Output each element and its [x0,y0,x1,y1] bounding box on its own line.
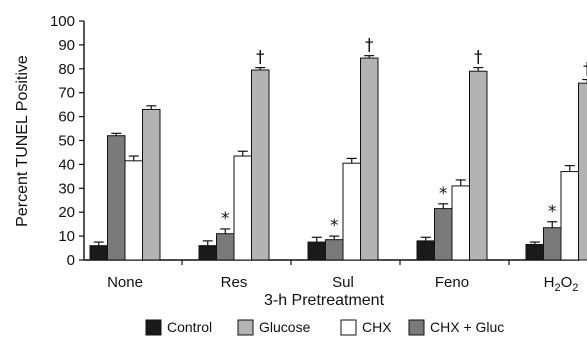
y-tick-label: 30 [58,180,75,197]
significance-asterisk: * [330,216,339,236]
bar [578,82,587,261]
x-tick-label: Res [221,274,248,291]
x-axis-title: 3-h Pretreatment [264,292,385,309]
bar [307,241,326,261]
bar [469,70,488,261]
bar [543,227,562,261]
bar [142,108,161,261]
y-tick-label: 90 [58,37,75,54]
chart-legend: Control Glucose CHX CHX + Gluc [145,319,504,336]
bar [233,155,252,261]
y-tick-label: 80 [58,61,75,78]
legend-swatch [408,319,425,336]
bar [216,233,235,261]
bar [525,243,544,261]
significance-dagger: † [256,48,265,68]
bar [342,162,361,261]
bar [124,160,143,261]
significance-dagger: † [583,60,587,80]
significance-dagger: † [474,48,483,68]
bar [451,185,470,261]
bar [198,245,217,261]
significance-asterisk: * [439,184,448,204]
y-tick-label: 0 [67,252,75,269]
x-tick-label: Sul [332,274,354,291]
y-tick-label: 100 [50,13,75,30]
legend-label: Glucose [259,319,311,335]
bar [560,171,579,261]
x-tick-label: Feno [435,274,469,291]
legend-swatch [145,319,162,336]
legend-label: CHX [362,319,392,335]
x-tick-label: H2O2 [544,274,579,294]
legend-swatch [237,319,254,336]
legend-label: CHX + Gluc [430,319,504,335]
significance-asterisk: * [221,209,230,229]
y-tick-label: 70 [58,85,75,102]
bar-marks: * * * * † † † † [89,36,587,261]
bar [89,245,108,261]
bar [251,69,270,261]
bar [325,239,344,261]
y-tick-label: 60 [58,109,75,126]
y-tick-label: 50 [58,133,75,150]
x-tick-label: None [107,274,143,291]
bar [416,240,435,261]
x-tick-labels: None Res Sul Feno H2O2 [107,260,579,294]
legend-swatch [340,319,357,336]
y-axis-title: Percent TUNEL Positive [14,55,31,227]
y-tick-label: 40 [58,156,75,173]
y-tick-label: 10 [58,228,75,245]
bar [107,135,126,261]
legend-label: Control [167,319,212,335]
chart-axes: 0 10 20 30 40 50 60 70 80 90 100 [50,13,580,269]
bar [434,208,453,261]
y-tick-label: 20 [58,204,75,221]
bar [360,57,379,261]
significance-asterisk: * [548,202,557,222]
significance-dagger: † [365,36,374,56]
